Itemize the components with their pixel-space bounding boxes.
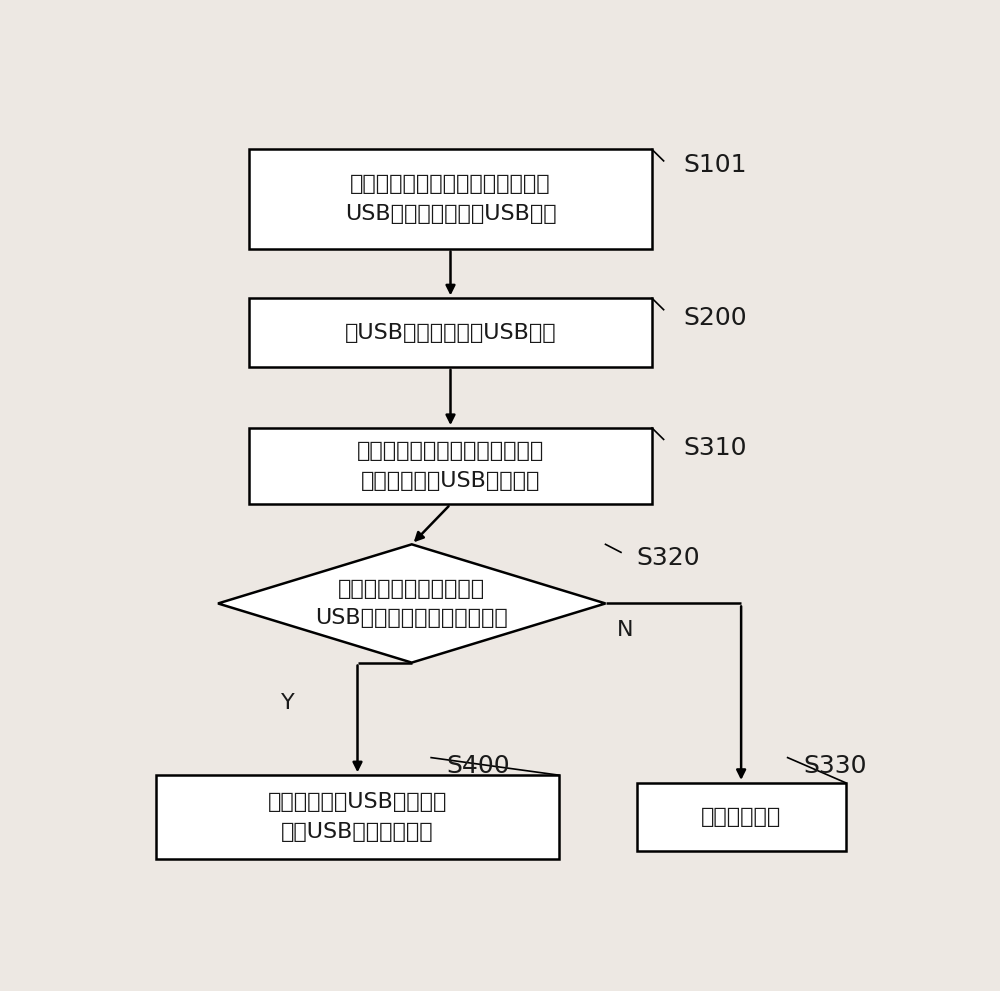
- Bar: [249, 150, 652, 249]
- Text: S310: S310: [683, 436, 746, 460]
- Text: 读取字段信息；所述字段信息包
括设备类型和USB模式信息: 读取字段信息；所述字段信息包 括设备类型和USB模式信息: [357, 441, 544, 491]
- Text: 比对字段信息是否与第二
USB模式的预设字段信息匹配: 比对字段信息是否与第二 USB模式的预设字段信息匹配: [315, 579, 508, 628]
- Text: S200: S200: [683, 306, 747, 330]
- Bar: [637, 783, 846, 851]
- Text: S320: S320: [637, 546, 700, 570]
- Bar: [156, 775, 559, 859]
- Text: 输出所述第二USB模式正常
，且USB切换功能正常: 输出所述第二USB模式正常 ，且USB切换功能正常: [268, 793, 447, 842]
- Text: 输出测试失败: 输出测试失败: [701, 807, 781, 827]
- Text: S101: S101: [683, 154, 746, 177]
- Bar: [249, 298, 652, 367]
- Text: N: N: [617, 620, 633, 640]
- Text: Y: Y: [281, 693, 295, 713]
- Text: S330: S330: [803, 754, 867, 778]
- Text: 运行控制脚本文件，切换所述第一
USB模式为所述第二USB模式: 运行控制脚本文件，切换所述第一 USB模式为所述第二USB模式: [345, 174, 556, 224]
- Polygon shape: [218, 544, 606, 663]
- Bar: [249, 428, 652, 504]
- Text: 将USB设备接入所述USB接口: 将USB设备接入所述USB接口: [345, 323, 556, 343]
- Text: S400: S400: [447, 754, 510, 778]
